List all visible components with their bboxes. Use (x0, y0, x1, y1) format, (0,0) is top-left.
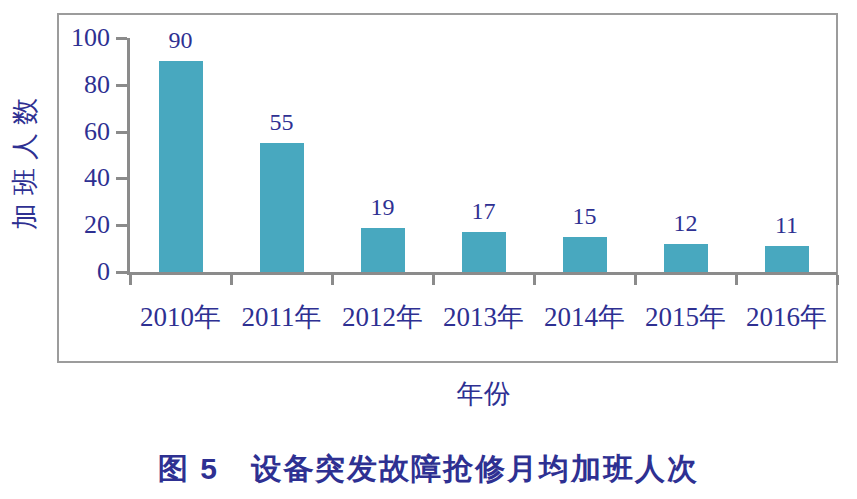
bar-2013年 (462, 232, 506, 272)
x-category-label: 2016年 (736, 301, 837, 333)
y-tick-label: 100 (40, 22, 110, 54)
bar-value-label: 55 (237, 107, 327, 137)
y-axis-tick (116, 177, 127, 180)
bar-2011年 (260, 143, 304, 272)
x-axis-tick (836, 275, 839, 285)
x-category-labels: 2010年2011年2012年2013年2014年2015年2016年 (130, 301, 837, 335)
y-axis-tick (116, 271, 127, 274)
bar-value-label: 12 (641, 208, 731, 238)
bar-2010年 (159, 61, 203, 272)
x-axis-tick (129, 275, 132, 285)
x-axis-tick (634, 275, 637, 285)
bar-2016年 (765, 246, 809, 272)
x-axis-tick (735, 275, 738, 285)
y-tick-label: 80 (40, 69, 110, 101)
y-tick-label: 0 (40, 256, 110, 288)
y-axis-title: 加班人数 (8, 55, 42, 265)
y-axis-tick (116, 131, 127, 134)
bar-value-label: 17 (439, 196, 529, 226)
x-axis-tick (331, 275, 334, 285)
plot-area: 02040608010090551917151211 (130, 38, 837, 272)
bar-value-label: 11 (742, 210, 832, 240)
x-axis-tick (533, 275, 536, 285)
figure-caption: 图 5 设备突发故障抢修月均加班人次 (0, 449, 857, 490)
y-tick-label: 20 (40, 209, 110, 241)
y-axis-tick (116, 224, 127, 227)
bar-2015年 (664, 244, 708, 272)
bar-2012年 (361, 228, 405, 272)
y-axis-tick (116, 37, 127, 40)
bar-value-label: 90 (136, 25, 226, 55)
x-category-label: 2011年 (231, 301, 332, 333)
y-axis-line (127, 38, 130, 275)
x-category-label: 2012年 (332, 301, 433, 333)
x-axis-title: 年份 (130, 376, 837, 412)
x-axis-tick (432, 275, 435, 285)
x-category-label: 2014年 (534, 301, 635, 333)
bar-value-label: 15 (540, 201, 630, 231)
x-category-label: 2010年 (130, 301, 231, 333)
y-axis-tick (116, 84, 127, 87)
y-tick-label: 60 (40, 116, 110, 148)
bar-value-label: 19 (338, 192, 428, 222)
x-category-label: 2015年 (635, 301, 736, 333)
bar-2014年 (563, 237, 607, 272)
y-tick-label: 40 (40, 162, 110, 194)
x-axis-tick (230, 275, 233, 285)
x-category-label: 2013年 (433, 301, 534, 333)
figure: 加班人数 02040608010090551917151211 2010年201… (0, 0, 857, 499)
x-axis-line (127, 272, 837, 275)
